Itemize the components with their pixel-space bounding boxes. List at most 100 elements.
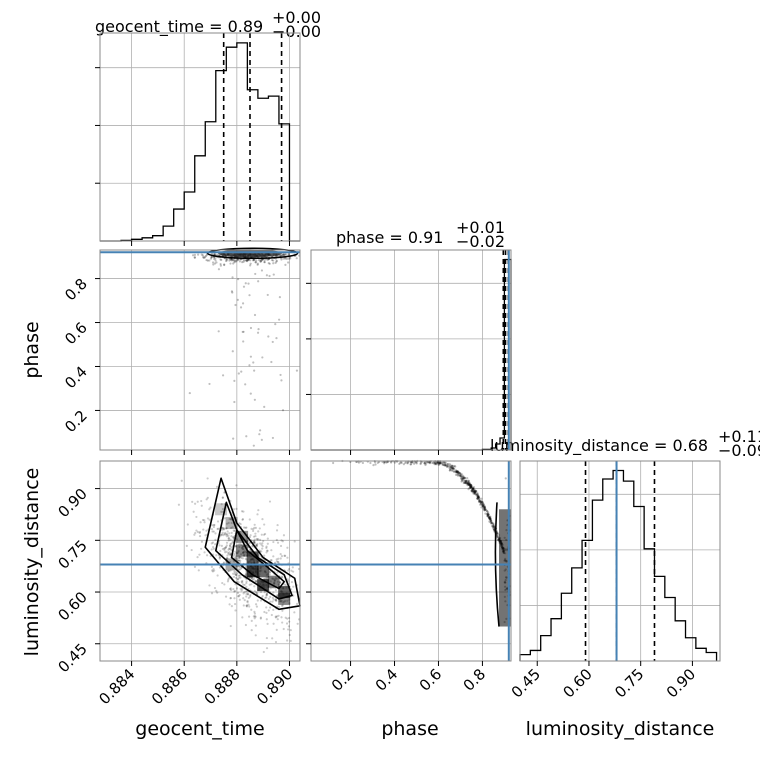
sample-point bbox=[465, 479, 468, 483]
sample-point bbox=[495, 535, 499, 538]
sample-point bbox=[225, 556, 229, 559]
sample-point bbox=[212, 568, 215, 571]
sample-point bbox=[415, 461, 418, 464]
sample-point bbox=[256, 599, 259, 602]
sample-point bbox=[486, 515, 490, 518]
sample-point bbox=[198, 530, 202, 534]
sample-point bbox=[468, 484, 472, 487]
sample-point bbox=[452, 467, 455, 470]
sample-point bbox=[209, 257, 213, 260]
sample-point bbox=[260, 550, 263, 553]
sample-point bbox=[227, 577, 231, 580]
sample-point bbox=[265, 593, 268, 596]
ylabel-phase: phase bbox=[21, 321, 43, 378]
title-luminosity-distance-minus: −0.09 bbox=[718, 441, 760, 460]
sample-point bbox=[487, 513, 490, 516]
sample-point bbox=[457, 471, 460, 474]
sample-point bbox=[466, 482, 469, 485]
sample-point bbox=[487, 511, 490, 514]
sample-point bbox=[271, 600, 274, 603]
sample-point bbox=[496, 532, 500, 535]
sample-point bbox=[456, 470, 460, 473]
sample-point bbox=[457, 474, 461, 477]
sample-point bbox=[473, 489, 476, 492]
sample-point bbox=[428, 461, 431, 464]
title-geocent-time-minus: −0.00 bbox=[272, 22, 321, 41]
sample-point bbox=[459, 474, 462, 477]
sample-point bbox=[480, 500, 483, 504]
sample-point bbox=[444, 464, 448, 467]
sample-point bbox=[445, 465, 449, 469]
sample-point bbox=[428, 461, 432, 464]
sample-point bbox=[476, 495, 479, 498]
sample-point bbox=[461, 478, 464, 481]
sample-point bbox=[433, 463, 436, 466]
sample-point bbox=[227, 537, 230, 540]
sample-point bbox=[200, 504, 203, 507]
sample-point bbox=[232, 572, 235, 575]
sample-point bbox=[487, 513, 490, 516]
sample-point bbox=[490, 520, 493, 523]
sample-point bbox=[235, 564, 239, 568]
sample-point bbox=[262, 533, 266, 536]
title-geocent-time: geocent_time = 0.89 bbox=[95, 17, 263, 37]
sample-point bbox=[288, 633, 291, 637]
sample-point bbox=[280, 555, 284, 558]
sample-point bbox=[455, 469, 458, 473]
sample-point bbox=[273, 561, 277, 564]
sample-point bbox=[229, 542, 232, 546]
sample-point bbox=[197, 569, 200, 572]
sample-point bbox=[211, 541, 215, 544]
sample-point bbox=[234, 557, 237, 560]
sample-point bbox=[218, 556, 221, 559]
sample-point bbox=[468, 486, 471, 490]
sample-point bbox=[255, 544, 259, 547]
sample-point bbox=[479, 501, 482, 504]
sample-point bbox=[373, 461, 377, 464]
sample-point bbox=[206, 259, 209, 262]
sample-point bbox=[276, 571, 279, 574]
sample-point bbox=[504, 477, 507, 480]
sample-point bbox=[439, 461, 443, 464]
sample-point bbox=[233, 589, 237, 593]
sample-point bbox=[237, 595, 240, 598]
sample-point bbox=[244, 282, 247, 285]
sample-point bbox=[462, 476, 465, 480]
sample-point bbox=[476, 493, 479, 496]
sample-point bbox=[232, 437, 235, 440]
sample-point bbox=[195, 529, 198, 532]
sample-point bbox=[246, 600, 249, 604]
sample-point bbox=[198, 535, 202, 538]
sample-point bbox=[472, 492, 475, 495]
sample-point bbox=[488, 517, 491, 520]
sample-point bbox=[244, 551, 247, 554]
sample-point bbox=[475, 494, 478, 497]
sample-point bbox=[441, 461, 444, 464]
sample-point bbox=[265, 596, 268, 599]
sample-point bbox=[240, 580, 243, 583]
sample-point bbox=[451, 464, 454, 467]
sample-point bbox=[235, 552, 238, 555]
sample-point bbox=[470, 489, 473, 492]
sample-point bbox=[486, 510, 489, 513]
sample-point bbox=[255, 591, 258, 595]
sample-point bbox=[263, 405, 266, 408]
sample-point bbox=[450, 466, 453, 469]
y-tick-label: 0.8 bbox=[61, 275, 91, 305]
sample-point bbox=[229, 596, 232, 600]
sample-point bbox=[231, 536, 235, 539]
sample-point bbox=[237, 549, 240, 553]
sample-point bbox=[239, 523, 242, 526]
sample-point bbox=[253, 590, 256, 593]
sample-point bbox=[480, 497, 483, 500]
sample-point bbox=[449, 468, 452, 471]
sample-point bbox=[213, 253, 216, 256]
sample-point bbox=[449, 464, 452, 467]
sample-point bbox=[211, 261, 215, 264]
sample-point bbox=[286, 599, 289, 602]
sample-point bbox=[272, 598, 275, 601]
sample-point bbox=[220, 502, 223, 506]
sample-point bbox=[469, 486, 472, 489]
sample-point bbox=[451, 469, 454, 472]
sample-point bbox=[457, 472, 460, 475]
